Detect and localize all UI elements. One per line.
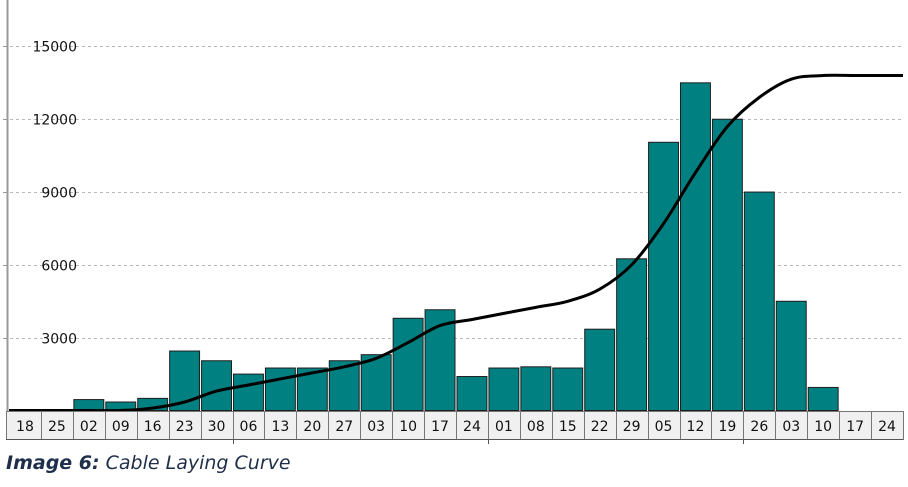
xtick-label: 03	[782, 419, 800, 435]
cumulative-line	[9, 73, 903, 413]
xtick-label: 03	[367, 419, 385, 435]
bar-14	[456, 376, 488, 412]
xtick-label: 16	[144, 419, 162, 435]
bar-16	[520, 366, 552, 411]
xtick-label: 12	[687, 419, 705, 435]
caption-text: Cable Laying Curve	[99, 452, 291, 474]
xtick-label: 26	[750, 419, 768, 435]
y-axis-ticks: 3000 6000 9000 12000 15000	[3, 40, 77, 348]
bar-11	[360, 354, 392, 412]
bar-2	[73, 399, 105, 411]
bar-22	[711, 118, 743, 412]
bar-21	[680, 82, 711, 412]
ytick-label: 6000	[41, 259, 77, 275]
xtick-label: 22	[591, 419, 609, 435]
xtick-label: 20	[303, 419, 321, 435]
bar-6	[201, 360, 232, 411]
bar-7	[233, 373, 264, 412]
xtick-label: 30	[208, 419, 226, 435]
bar-25	[807, 386, 839, 412]
xtick-label: 29	[623, 419, 641, 435]
bar-15	[488, 367, 520, 412]
xtick-label: 19	[718, 419, 736, 435]
bar-17	[552, 367, 584, 412]
xtick-label: 15	[559, 419, 577, 435]
xtick-label: 10	[399, 419, 417, 435]
figure-caption: Image 6: Cable Laying Curve	[6, 452, 291, 474]
xtick-label: 17	[846, 419, 864, 435]
xtick-label: 24	[463, 419, 481, 435]
xtick-label: 13	[271, 419, 289, 435]
xtick-label: 23	[176, 419, 194, 435]
caption-label: Image 6:	[6, 452, 100, 474]
ytick-label: 12000	[32, 113, 77, 129]
x-axis-strip	[6, 411, 904, 440]
ytick-label: 15000	[32, 40, 77, 56]
xtick-label: 24	[878, 419, 896, 435]
xtick-label: 27	[335, 419, 353, 435]
xtick-label: 02	[80, 419, 98, 435]
x-axis: 18 25 02 09 16 23 30 06 13 20 27 03 10 17 24 01 08 15 22 29…	[6, 411, 904, 444]
bar-20	[648, 141, 679, 411]
bar-24	[775, 300, 807, 412]
xtick-label: 18	[16, 419, 34, 435]
xtick-label: 25	[48, 419, 66, 435]
bar-12	[392, 317, 424, 412]
xtick-label: 10	[814, 419, 832, 435]
ytick-label: 3000	[41, 332, 77, 348]
xtick-label: 01	[495, 419, 513, 435]
xtick-label: 09	[112, 419, 130, 435]
bar-series	[73, 82, 839, 412]
xtick-label: 05	[655, 419, 673, 435]
xtick-label: 17	[431, 419, 449, 435]
xtick-label: 06	[240, 419, 258, 435]
ytick-label: 9000	[41, 186, 77, 202]
bar-8	[264, 367, 296, 412]
bar-18	[584, 328, 616, 412]
bar-19	[616, 258, 648, 411]
bar-23	[743, 191, 775, 411]
xtick-label: 08	[527, 419, 545, 435]
